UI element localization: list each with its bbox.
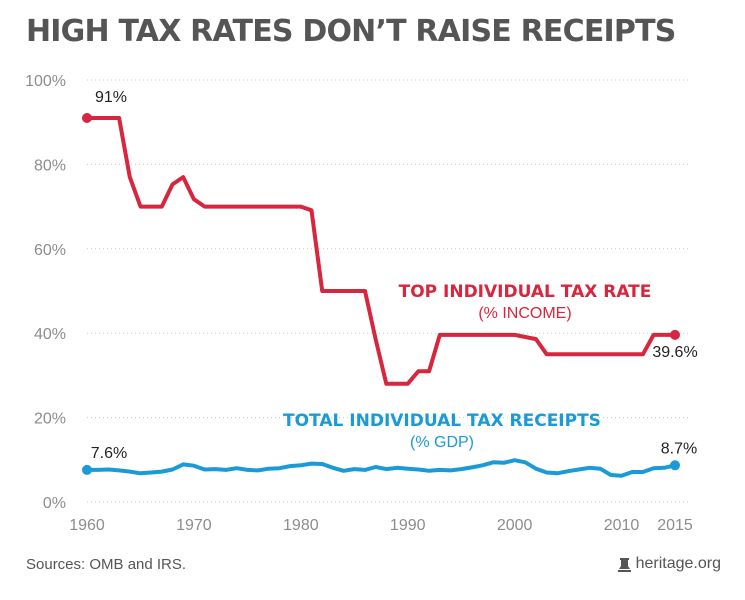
x-tick-label-2015: 2015 bbox=[657, 517, 693, 534]
y-tick-label-0: 0% bbox=[43, 495, 66, 512]
series-name-tax-receipts: TOTAL INDIVIDUAL TAX RECEIPTS bbox=[283, 411, 601, 431]
series-unit-tax-rate: (% INCOME) bbox=[478, 305, 571, 322]
series-line-tax-rate bbox=[85, 116, 677, 386]
end-label-tax-receipts: 8.7% bbox=[661, 440, 697, 457]
brand-credit[interactable]: heritage.org bbox=[617, 555, 721, 573]
x-tick-label-2000: 2000 bbox=[497, 517, 533, 534]
y-tick-label-40: 40% bbox=[34, 326, 66, 343]
end-label-tax-rate: 39.6% bbox=[652, 344, 697, 361]
y-tick-label-100: 100% bbox=[25, 73, 66, 90]
end-point-tax-receipts bbox=[670, 460, 680, 471]
start-point-tax-receipts bbox=[82, 464, 92, 475]
x-tick-label-1990: 1990 bbox=[390, 517, 426, 534]
series-name-tax-rate: TOP INDIVIDUAL TAX RATE bbox=[399, 282, 652, 302]
gridlines bbox=[87, 79, 690, 503]
sources-note: Sources: OMB and IRS. bbox=[26, 556, 187, 573]
y-tick-label-60: 60% bbox=[34, 242, 66, 259]
x-tick-label-1980: 1980 bbox=[283, 517, 319, 534]
x-axis-tick-labels: 1960 1970 1980 1990 2000 2010 2015 bbox=[69, 517, 693, 534]
brand-text: heritage.org bbox=[635, 555, 721, 572]
data-labels: 91% 39.6% 7.6% 8.7% bbox=[91, 89, 698, 462]
start-point-tax-rate bbox=[82, 112, 92, 123]
start-label-tax-receipts: 7.6% bbox=[91, 445, 127, 462]
x-tick-label-2010: 2010 bbox=[604, 517, 640, 534]
start-label-tax-rate: 91% bbox=[95, 89, 127, 106]
y-tick-label-80: 80% bbox=[34, 157, 66, 174]
bell-icon bbox=[617, 557, 631, 572]
series-label-tax-rate: TOP INDIVIDUAL TAX RATE (% INCOME) bbox=[399, 282, 652, 322]
y-tick-label-20: 20% bbox=[34, 411, 66, 428]
end-point-tax-rate bbox=[670, 329, 680, 340]
series-unit-tax-receipts: (% GDP) bbox=[410, 434, 474, 451]
y-axis-tick-labels: 0% 20% 40% 60% 80% 100% bbox=[25, 73, 66, 512]
series-label-tax-receipts: TOTAL INDIVIDUAL TAX RECEIPTS (% GDP) bbox=[283, 411, 601, 451]
line-chart: 0% 20% 40% 60% 80% 100% 1960 1970 1980 1990 2000 2… bbox=[25, 73, 698, 534]
x-tick-label-1970: 1970 bbox=[176, 517, 212, 534]
series-line-tax-receipts bbox=[85, 458, 677, 478]
series-end-points bbox=[82, 112, 680, 475]
x-tick-label-1960: 1960 bbox=[69, 517, 105, 534]
series-lines bbox=[85, 116, 677, 478]
chart-title: HIGH TAX RATES DON’T RAISE RECEIPTS bbox=[26, 14, 676, 49]
